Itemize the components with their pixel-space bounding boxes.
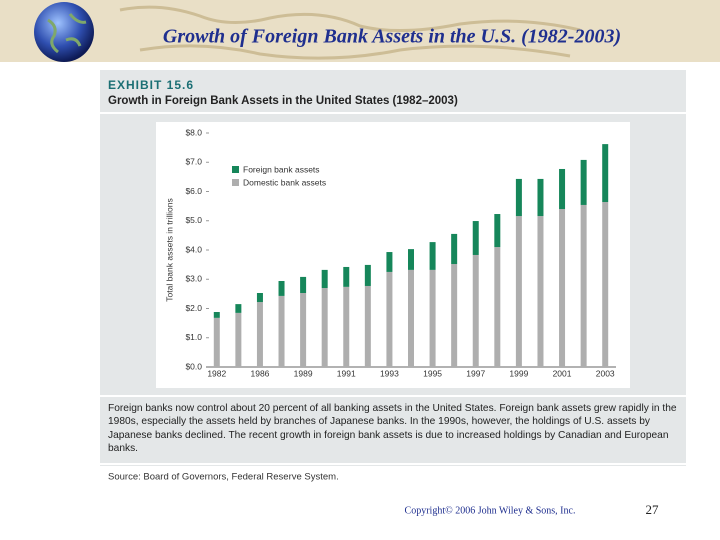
bar-segment <box>559 168 566 210</box>
bar-segment <box>537 216 544 367</box>
bar-segment <box>386 252 393 272</box>
y-axis-label: Total bank assets in trillions <box>164 198 174 301</box>
bar-segment <box>343 286 350 367</box>
bar-segment <box>515 178 522 217</box>
legend-label: Foreign bank assets <box>243 164 320 174</box>
map-decoration <box>119 5 581 60</box>
bar-segment <box>364 285 371 367</box>
chart-area <box>156 122 630 388</box>
bar-segment <box>343 266 350 287</box>
y-tick-label: $7.0 <box>185 157 202 167</box>
bar-segment <box>235 312 242 367</box>
globe-icon <box>34 2 94 62</box>
bar-segment <box>300 276 307 293</box>
bar-segment <box>235 304 242 313</box>
bar-segment <box>494 247 501 367</box>
x-tick-label: 2003 <box>596 368 615 378</box>
bar-segment <box>602 202 609 367</box>
bar-segment <box>494 214 501 248</box>
slide-title: Growth of Foreign Bank Assets in the U.S… <box>163 26 621 48</box>
x-tick-label: 1993 <box>380 368 399 378</box>
bar-segment <box>602 144 609 203</box>
bar-segment <box>278 281 285 296</box>
bar-segment <box>429 269 436 367</box>
bar-segment <box>408 269 414 367</box>
bar-segment <box>580 204 587 367</box>
x-tick-label: 1986 <box>250 368 269 378</box>
bar-segment <box>386 271 393 367</box>
globe-land <box>47 13 87 54</box>
y-tick-label: $0.0 <box>185 361 202 371</box>
bar-segment <box>321 288 328 367</box>
legend-swatch <box>232 166 239 173</box>
x-tick-label: 1991 <box>337 368 356 378</box>
bar-segment <box>472 254 479 367</box>
y-tick-label: $5.0 <box>185 215 202 225</box>
legend-swatch <box>232 179 239 186</box>
x-tick-label: 1995 <box>423 368 442 378</box>
x-tick-label: 1999 <box>509 368 528 378</box>
bar-segment <box>256 292 263 303</box>
bar-segment <box>278 295 285 367</box>
x-tick-label: 2001 <box>553 368 572 378</box>
bar-segment <box>429 242 436 270</box>
caption: Foreign banks now control about 20 perce… <box>108 403 677 455</box>
x-tick-label: 1989 <box>294 368 313 378</box>
x-tick-label: 1982 <box>207 368 226 378</box>
bar-segment <box>256 302 263 367</box>
y-tick-label: $6.0 <box>185 186 202 196</box>
legend-label: Domestic bank assets <box>243 177 326 187</box>
y-tick-label: $1.0 <box>185 332 202 342</box>
exhibit-title: Growth in Foreign Bank Assets in the Uni… <box>108 95 458 107</box>
bar-segment <box>472 221 479 255</box>
y-tick-label: $2.0 <box>185 303 202 313</box>
bar-segment <box>451 233 458 265</box>
bar-segment <box>408 249 414 270</box>
bar-segment <box>515 216 522 367</box>
bar-segment <box>321 269 328 289</box>
bar-segment <box>580 159 587 205</box>
bar-segment <box>537 178 544 217</box>
bar-segment <box>213 312 220 318</box>
bar-segment <box>300 292 307 367</box>
y-tick-label: $4.0 <box>185 244 202 254</box>
source: Source: Board of Governors, Federal Rese… <box>108 472 339 483</box>
page-number: 27 <box>646 502 660 517</box>
exhibit-label: EXHIBIT 15.6 <box>108 78 194 92</box>
y-tick-label: $8.0 <box>185 127 202 137</box>
header-band <box>0 0 720 62</box>
bar-segment <box>364 264 371 286</box>
bar-segment <box>213 317 220 367</box>
bar-segment <box>559 209 566 367</box>
x-tick-label: 1997 <box>466 368 485 378</box>
y-tick-label: $3.0 <box>185 274 202 284</box>
bar-segment <box>451 264 458 367</box>
copyright: Copyright© 2006 John Wiley & Sons, Inc. <box>405 505 576 516</box>
